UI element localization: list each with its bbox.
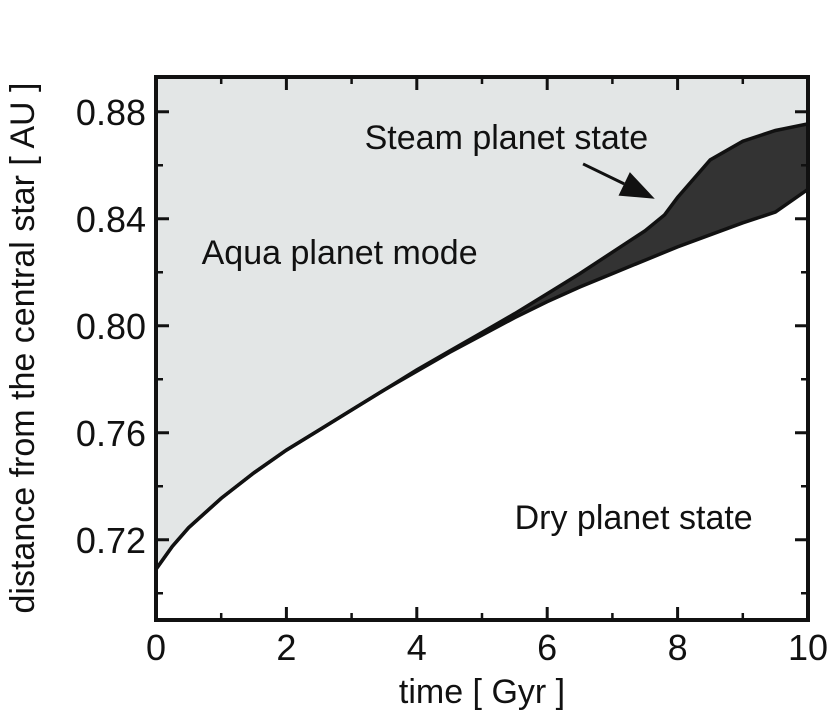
y-tick-label: 0.84	[76, 199, 146, 240]
x-axis-title: time [ Gyr ]	[399, 673, 565, 711]
y-axis-title: distance from the central star [ AU ]	[4, 82, 42, 613]
region-steam	[156, 123, 808, 570]
steam-arrow-shaft	[582, 162, 625, 186]
x-tick-label: 10	[788, 627, 828, 668]
series-line-dry	[156, 187, 808, 571]
y-tick-label: 0.76	[76, 413, 146, 454]
x-tick-label: 4	[407, 627, 427, 668]
steam-arrow-head	[618, 172, 655, 199]
x-tick-label: 2	[276, 627, 296, 668]
y-tick-label: 0.88	[76, 92, 146, 133]
region-label-aqua: Aqua planet mode	[202, 234, 478, 272]
x-tick-label: 8	[668, 627, 688, 668]
region-label-dry: Dry planet state	[515, 499, 753, 537]
y-tick-label: 0.72	[76, 520, 146, 561]
x-tick-label: 6	[537, 627, 557, 668]
x-tick-label: 0	[146, 627, 166, 668]
region-aqua	[156, 77, 808, 570]
region-label-steam: Steam planet state	[365, 119, 649, 157]
y-tick-label: 0.80	[76, 306, 146, 347]
